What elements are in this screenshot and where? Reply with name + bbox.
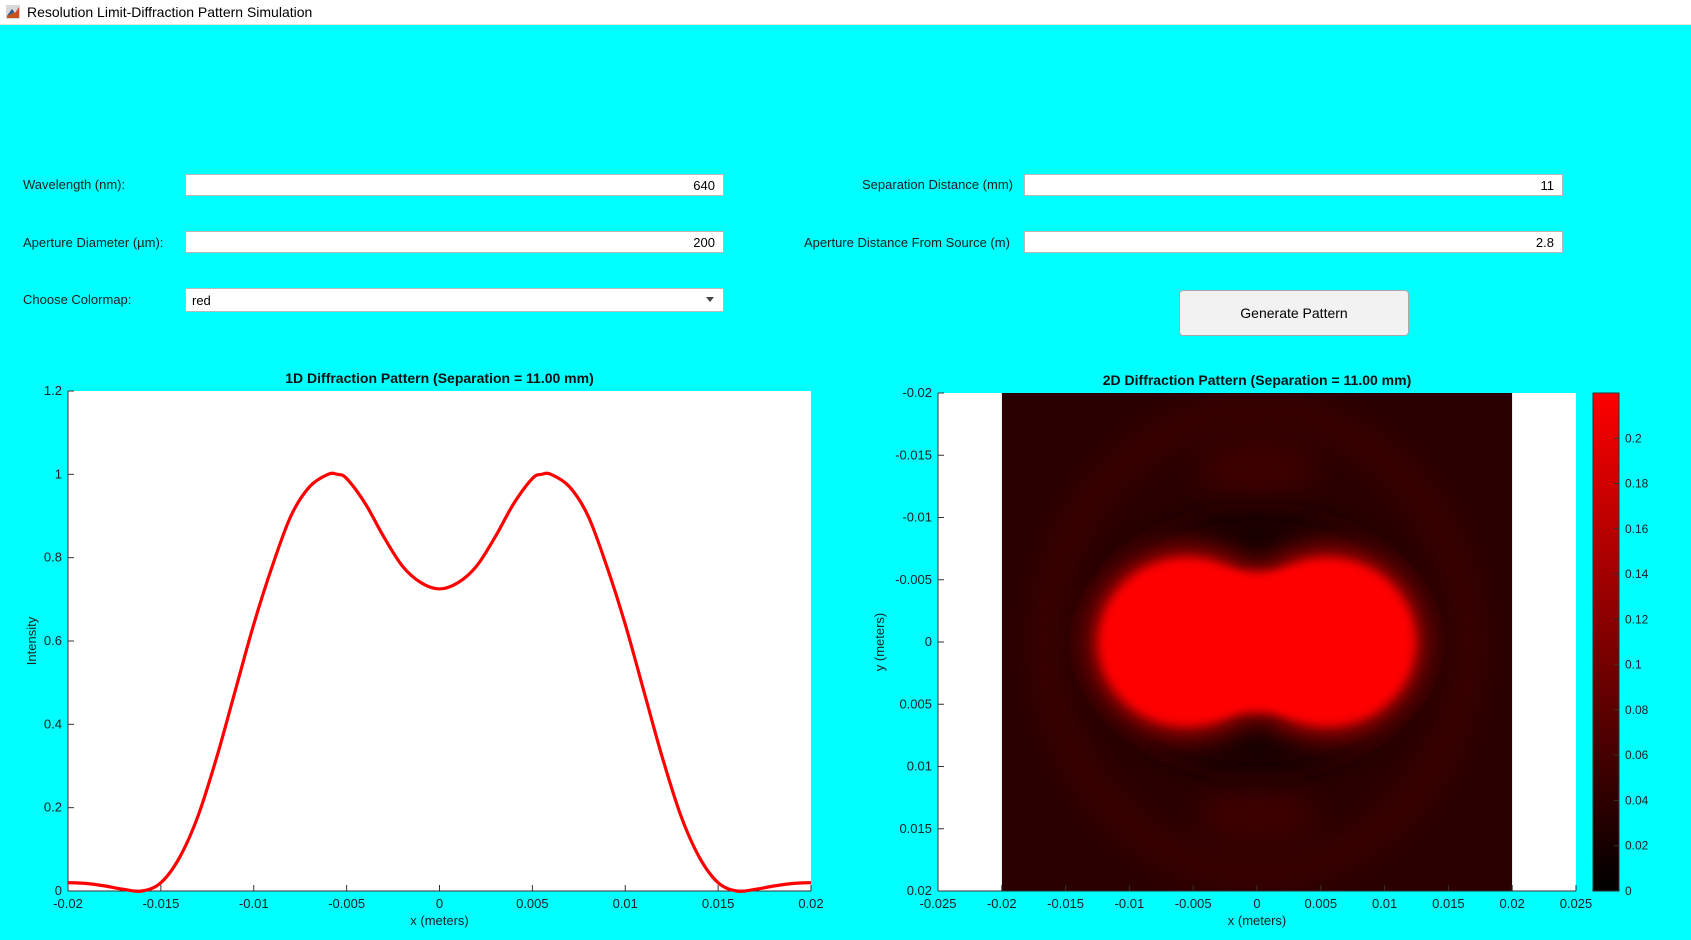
- plot-1d-y-tick-label: 0.8: [44, 550, 62, 565]
- separation-field[interactable]: 11: [1024, 174, 1563, 196]
- plot-1d-y-tick-label: 0.6: [44, 633, 62, 648]
- colormap-selected-value: red: [192, 293, 211, 308]
- colorbar-tick-label: 0: [1625, 884, 1632, 898]
- plot-2d-y-tick-label: -0.005: [895, 572, 932, 587]
- plot-1d-y-tick-label: 0.4: [44, 716, 62, 731]
- colorbar-tick-label: 0.2: [1625, 431, 1642, 445]
- generate-pattern-button[interactable]: Generate Pattern: [1179, 290, 1409, 336]
- colorbar-tick-label: 0.18: [1625, 477, 1649, 491]
- plot-2d-image: [1001, 393, 1513, 891]
- plot-1d-x-tick-label: 0.005: [516, 896, 549, 911]
- plot-2d-x-tick-label: 0.025: [1560, 896, 1593, 911]
- colorbar-tick-label: 0.06: [1625, 748, 1649, 762]
- plot-1d-area: [68, 391, 811, 891]
- plot-2d-y-tick-label: 0: [925, 634, 932, 649]
- aperture-diameter-field[interactable]: 200: [185, 231, 724, 253]
- colormap-label: Choose Colormap:: [23, 292, 132, 307]
- plot-2d-x-tick-label: 0.01: [1372, 896, 1397, 911]
- plot-2d-x-tick-label: 0: [1253, 896, 1260, 911]
- plot-1d-x-tick-label: -0.02: [53, 896, 83, 911]
- plot-2d-y-tick-label: -0.02: [902, 385, 932, 400]
- aperture-distance-label: Aperture Distance From Source (m): [804, 235, 1010, 250]
- plot-1d-y-tick-label: 0.2: [44, 800, 62, 815]
- plot-2d-y-tick-label: 0.02: [907, 883, 932, 898]
- plot-2d-x-tick-label: -0.01: [1115, 896, 1145, 911]
- separation-label: Separation Distance (mm): [862, 177, 1013, 192]
- chevron-down-icon: [706, 297, 714, 302]
- plot-2d-x-tick-label: -0.02: [987, 896, 1017, 911]
- plot-2d-x-tick-label: 0.015: [1432, 896, 1465, 911]
- colorbar-tick-label: 0.08: [1625, 703, 1649, 717]
- plot-2d-x-tick-label: -0.015: [1047, 896, 1084, 911]
- plot-2d-y-tick-label: 0.015: [899, 821, 932, 836]
- plot-2d-title: 2D Diffraction Pattern (Separation = 11.…: [1103, 372, 1411, 388]
- plot-2d-y-label: y (meters): [872, 613, 887, 672]
- plot-1d-y-tick-label: 1: [55, 466, 62, 481]
- plot-1d-x-tick-label: -0.005: [328, 896, 365, 911]
- aperture-diameter-label: Aperture Diameter (µm):: [23, 235, 164, 250]
- aperture-distance-field[interactable]: 2.8: [1024, 231, 1563, 253]
- plot-2d-x-tick-label: -0.025: [920, 896, 957, 911]
- colorbar: [1592, 392, 1620, 892]
- plot-1d-y-label: Intensity: [24, 616, 39, 665]
- window-title: Resolution Limit-Diffraction Pattern Sim…: [27, 4, 313, 20]
- colorbar-tick-label: 0.16: [1625, 522, 1649, 536]
- plot-1d-title: 1D Diffraction Pattern (Separation = 11.…: [285, 370, 593, 386]
- plot-1d-x-tick-label: 0.01: [613, 896, 638, 911]
- colorbar-tick-label: 0.14: [1625, 567, 1649, 581]
- plot-2d-x-label: x (meters): [1228, 913, 1287, 928]
- plot-2d-x-tick-label: 0.02: [1500, 896, 1525, 911]
- colorbar-tick-label: 0.02: [1625, 839, 1649, 853]
- wavelength-field[interactable]: 640: [185, 174, 724, 196]
- plot-2d-y-tick-label: -0.015: [895, 447, 932, 462]
- plot-2d-x-tick-label: -0.005: [1175, 896, 1212, 911]
- plot-1d-y-tick-label: 0: [55, 883, 62, 898]
- plot-1d-x-tick-label: 0.02: [798, 896, 823, 911]
- colorbar-tick-label: 0.04: [1625, 793, 1649, 807]
- plot-1d-x-tick-label: 0.015: [702, 896, 735, 911]
- plot-1d-x-tick-label: -0.01: [239, 896, 269, 911]
- plot-1d-y-tick-label: 1.2: [44, 383, 62, 398]
- plot-2d-x-tick-label: 0.005: [1305, 896, 1338, 911]
- plot-2d-y-tick-label: 0.01: [907, 759, 932, 774]
- colormap-dropdown[interactable]: red: [185, 288, 724, 312]
- plot-1d-x-tick-label: -0.015: [142, 896, 179, 911]
- plot-1d-x-label: x (meters): [410, 913, 469, 928]
- colorbar-tick-label: 0.12: [1625, 612, 1649, 626]
- matlab-icon: [6, 5, 20, 19]
- wavelength-label: Wavelength (nm):: [23, 177, 126, 192]
- colorbar-tick-label: 0.1: [1625, 658, 1642, 672]
- plot-1d-intensity-line: [67, 471, 812, 893]
- plot-1d-x-tick-label: 0: [436, 896, 443, 911]
- plot-2d-y-tick-label: 0.005: [899, 696, 932, 711]
- window-title-bar: Resolution Limit-Diffraction Pattern Sim…: [0, 0, 1691, 25]
- plot-2d-y-tick-label: -0.01: [902, 510, 932, 525]
